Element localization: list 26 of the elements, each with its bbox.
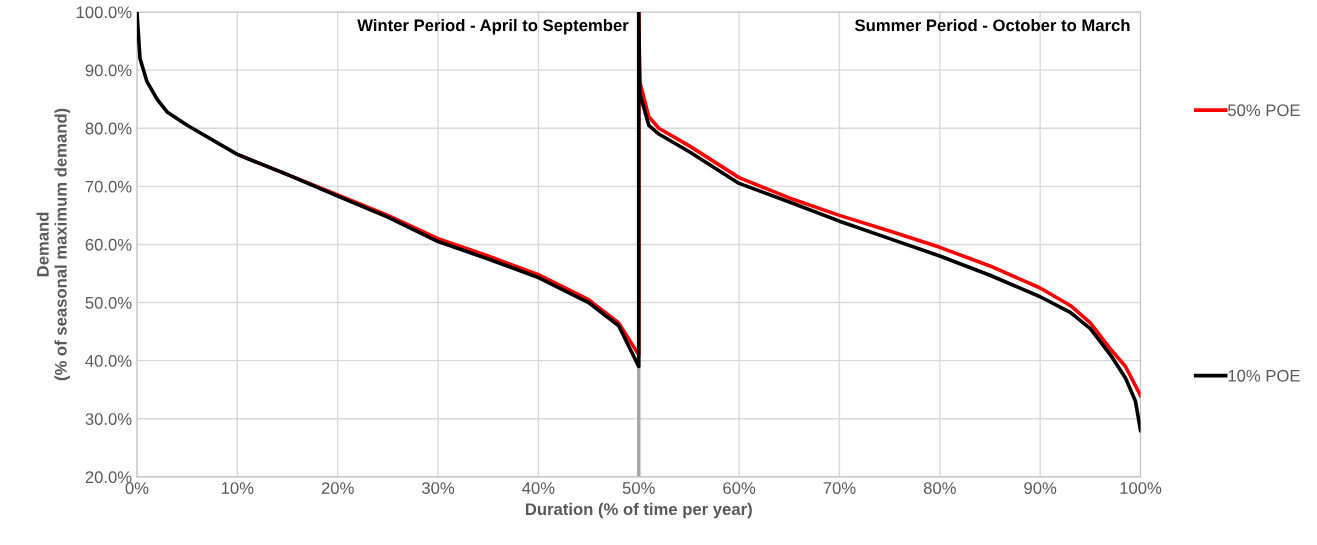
y-tick-label: 70.0% [85,180,132,193]
x-tick-label: 40% [522,482,555,494]
y-tick-label: 80.0% [85,122,132,135]
y-tick-label: 30.0% [85,413,132,425]
annotation: Winter Period - April to September [357,18,629,35]
x-tick-label: 80% [923,482,956,494]
annotation: Summer Period - October to March [855,18,1130,32]
y-tick-label: 90.0% [85,64,132,77]
x-tick-label: 30% [421,482,455,494]
x-tick-label: 70% [823,482,856,494]
y-tick-label: 100.0% [76,6,132,19]
x-tick-label: 50% [622,482,655,494]
legend-label: 50% POE [1228,104,1300,117]
x-tick-label: 60% [723,482,756,494]
legend-label: 10% POE [1228,369,1300,382]
y-tick-label: 50.0% [85,296,132,309]
y-tick-label: 20.0% [85,471,132,484]
x-tick-label: 20% [321,482,354,494]
y-tick-label: 40.0% [85,355,132,367]
x-tick-label: 100% [1120,482,1162,494]
y-axis-title: Demand (% of seasonal maximum demand) [36,108,71,381]
x-axis-title: Duration (% of time per year) [525,502,752,519]
y-tick-label: 60.0% [85,238,132,251]
x-tick-label: 0% [125,482,149,494]
x-tick-label: 90% [1024,482,1057,494]
x-tick-label: 10% [221,482,254,494]
